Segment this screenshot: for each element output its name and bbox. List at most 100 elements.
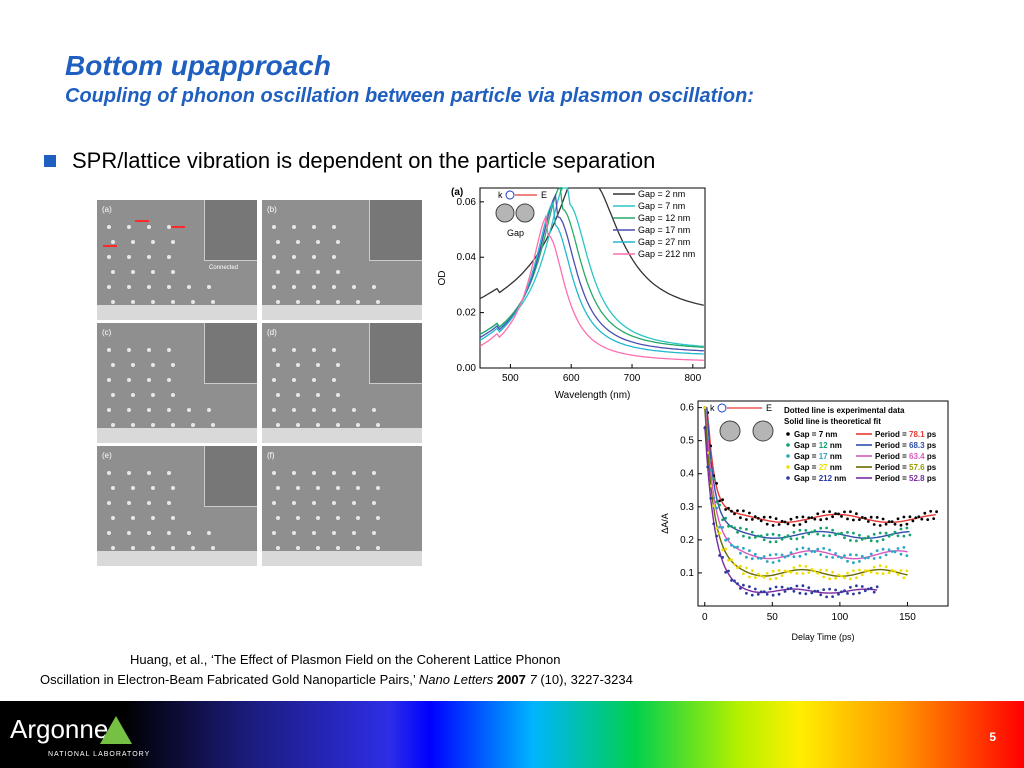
- y-tick-label: 0.3: [680, 502, 694, 513]
- sem-scale-bar: [262, 305, 422, 320]
- data-point: [786, 587, 790, 591]
- data-point: [902, 515, 906, 519]
- data-point: [890, 533, 894, 536]
- data-point: [721, 526, 724, 529]
- legend-period-entry: Period = 63.4 ps: [875, 452, 937, 461]
- data-point: [768, 553, 772, 557]
- data-point: [872, 523, 876, 526]
- data-point: [855, 553, 858, 557]
- particle-dot: [316, 270, 320, 274]
- data-point: [733, 545, 736, 549]
- data-point: [759, 519, 763, 523]
- data-point: [786, 534, 790, 538]
- data-point: [753, 552, 757, 556]
- particle-dot: [127, 255, 131, 259]
- particle-dot: [151, 546, 155, 550]
- particle-dot: [147, 501, 151, 505]
- data-point: [813, 529, 817, 532]
- particle-dot: [167, 501, 171, 505]
- particle-dot: [336, 300, 340, 304]
- data-point: [756, 516, 760, 520]
- argonne-logo-text: Argonne: [10, 714, 109, 744]
- data-point: [866, 520, 870, 523]
- data-point: [739, 564, 742, 568]
- particle-dot: [151, 363, 155, 367]
- data-point: [736, 545, 739, 549]
- particle-dot: [147, 531, 151, 535]
- data-point: [739, 516, 742, 520]
- data-point: [753, 587, 757, 591]
- data-point: [905, 526, 909, 530]
- legend-gap-entry: Gap = 12 nm: [794, 441, 842, 450]
- data-point: [825, 595, 828, 599]
- particle-dot: [292, 471, 296, 475]
- particle-dot: [336, 516, 340, 520]
- particle-dot: [352, 501, 356, 505]
- particle-dot: [312, 378, 316, 382]
- data-point: [768, 540, 772, 544]
- x-tick-label: 500: [502, 373, 519, 384]
- data-point: [742, 583, 745, 587]
- data-point: [762, 538, 766, 542]
- data-point: [762, 515, 766, 519]
- data-point: [712, 504, 716, 508]
- x-tick-label: 700: [624, 373, 641, 384]
- data-point: [792, 566, 796, 570]
- data-point: [783, 590, 787, 593]
- particle-dot: [187, 285, 191, 289]
- data-point: [765, 533, 769, 536]
- data-point: [866, 556, 870, 560]
- data-point: [786, 522, 790, 526]
- particle-dot: [187, 408, 191, 412]
- particle-dot: [276, 393, 280, 397]
- particle-dot: [332, 471, 336, 475]
- data-point: [750, 593, 754, 597]
- data-point: [816, 512, 820, 516]
- data-point: [798, 591, 802, 595]
- data-point: [780, 585, 784, 589]
- particle-dot: [211, 546, 215, 550]
- particle-dot: [296, 516, 300, 520]
- data-point: [837, 555, 840, 559]
- data-point: [899, 527, 903, 531]
- particle-dot: [131, 240, 135, 244]
- data-point: [750, 557, 754, 561]
- spectrum-line: [479, 200, 704, 355]
- data-point: [804, 529, 808, 532]
- data-point: [872, 565, 876, 569]
- data-point: [840, 590, 843, 594]
- data-point: [801, 584, 805, 588]
- x-tick-label: 150: [899, 612, 916, 623]
- particle-dot: [147, 378, 151, 382]
- data-point: [724, 516, 727, 520]
- data-point: [762, 555, 766, 558]
- data-point: [795, 547, 799, 551]
- particle-dot: [107, 471, 111, 475]
- particle-dot: [111, 300, 115, 304]
- data-point: [798, 554, 802, 558]
- particle-dot: [292, 255, 296, 259]
- data-point: [858, 568, 861, 572]
- data-point: [822, 534, 826, 537]
- data-point: [718, 525, 721, 529]
- fit-line: [704, 406, 910, 539]
- particle-dot: [131, 486, 135, 490]
- particle-dot: [332, 501, 336, 505]
- data-point: [855, 584, 858, 588]
- data-point: [893, 522, 897, 526]
- particle-dot: [151, 240, 155, 244]
- particle-dot: [316, 300, 320, 304]
- particle-dot: [312, 501, 316, 505]
- data-point: [863, 569, 867, 572]
- particle-dot: [292, 285, 296, 289]
- particle-dot: [312, 408, 316, 412]
- citation-journal: Nano Letters: [418, 672, 494, 687]
- particle-dot: [272, 378, 276, 382]
- data-point: [801, 572, 805, 575]
- data-point: [878, 524, 882, 527]
- data-point: [834, 576, 837, 580]
- particle-dot: [171, 270, 175, 274]
- particle-dot: [316, 393, 320, 397]
- data-point: [881, 517, 885, 521]
- data-point: [810, 568, 814, 571]
